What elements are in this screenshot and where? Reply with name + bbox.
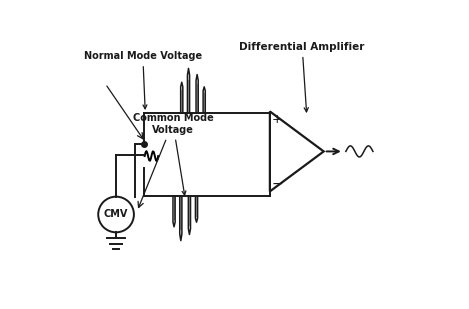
Text: +: + [272,112,283,126]
Text: CMV: CMV [104,210,128,219]
Text: Common Mode
Voltage: Common Mode Voltage [133,113,213,195]
Text: Normal Mode Voltage: Normal Mode Voltage [84,51,202,109]
Text: −: − [272,177,284,191]
Text: Differential Amplifier: Differential Amplifier [240,42,365,112]
